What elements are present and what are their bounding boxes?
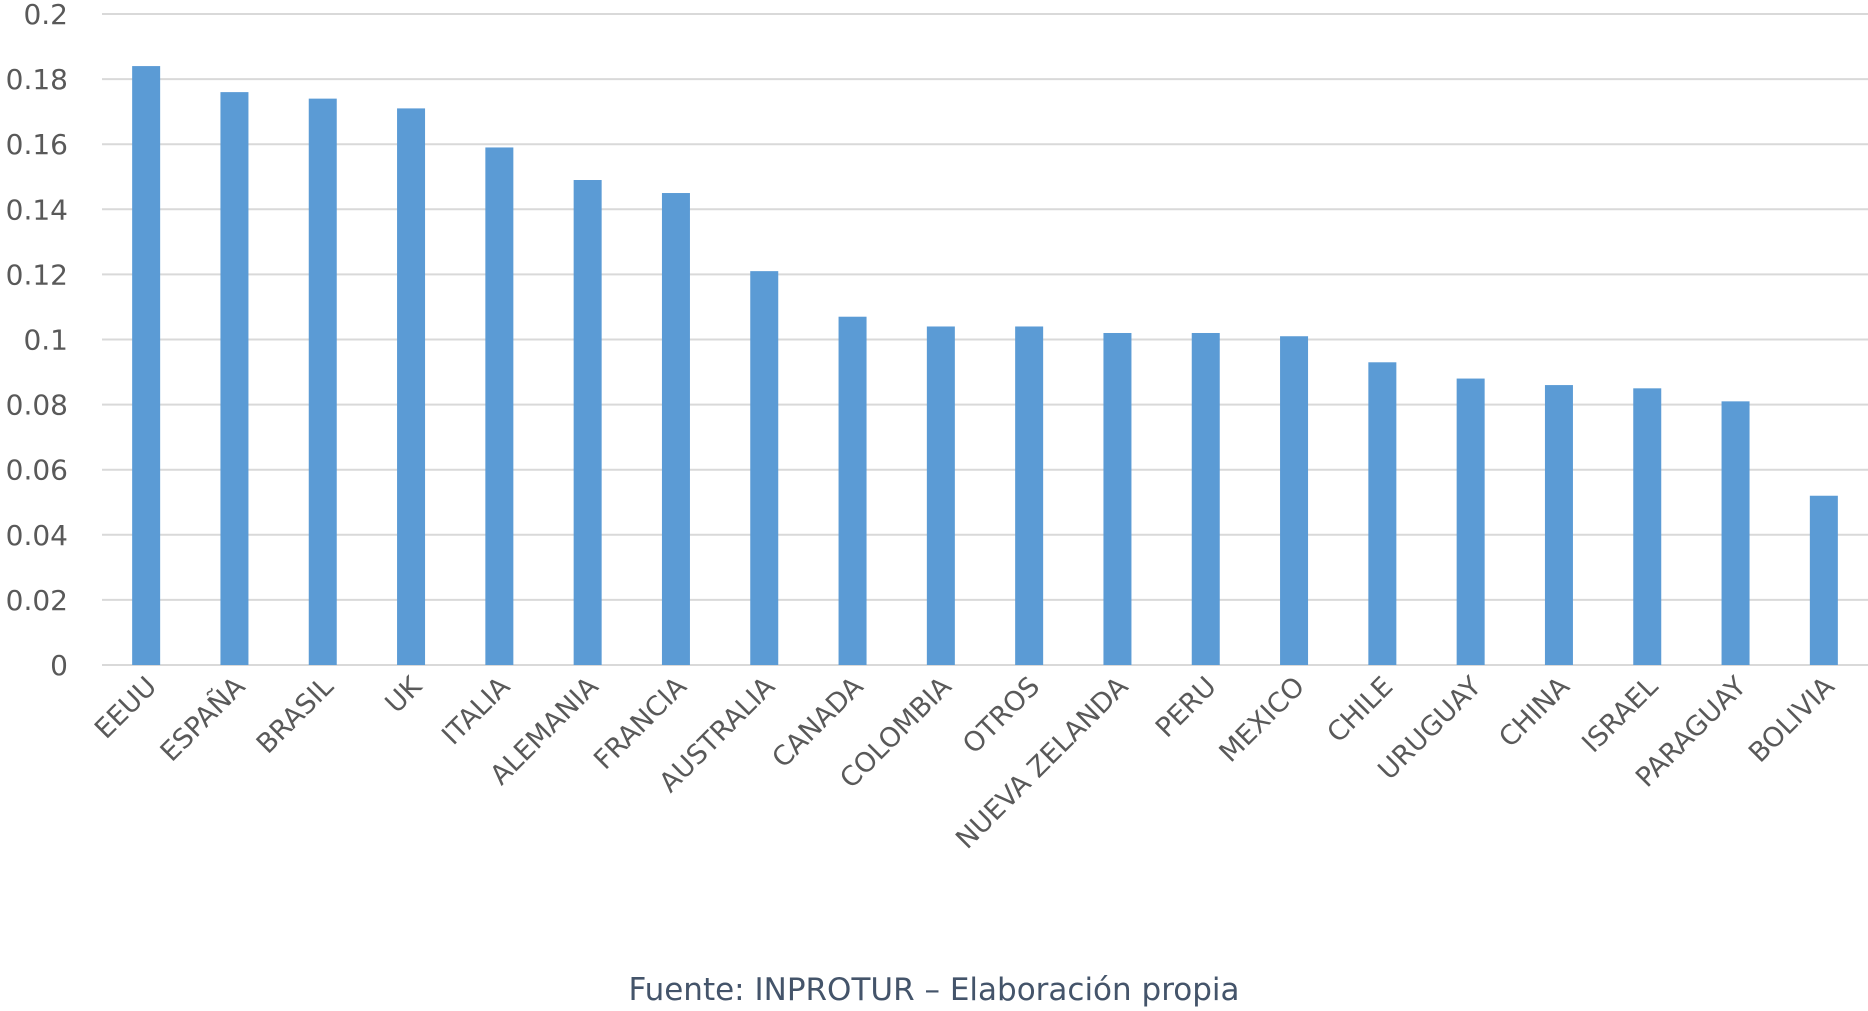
y-tick-label: 0.18 (6, 63, 68, 96)
bar-otros (1015, 326, 1044, 665)
y-tick-label: 0.14 (6, 193, 68, 226)
bar-uruguay (1456, 378, 1485, 665)
x-category-label: BRASIL (251, 671, 340, 760)
x-category-label: OTROS (957, 671, 1046, 760)
bar-francia (661, 193, 690, 665)
x-category-label: PERU (1150, 671, 1223, 744)
bar-eeuu (132, 66, 161, 665)
bar-brasil (308, 98, 337, 665)
y-tick-label: 0.12 (6, 258, 68, 291)
bar-uk (397, 108, 426, 665)
bar-israel (1633, 388, 1662, 665)
x-category-label: CHINA (1493, 671, 1576, 754)
x-category-label: ITALIA (436, 671, 516, 751)
x-category-label: ESPAÑA (154, 670, 252, 768)
bar-paraguay (1721, 401, 1750, 665)
bar-españa (220, 92, 249, 666)
bar-colombia (926, 326, 955, 665)
x-category-label: MEXICO (1213, 671, 1311, 769)
bar-bolivia (1809, 495, 1838, 665)
bar-australia (750, 271, 779, 665)
x-category-label: NUEVA ZELANDA (950, 671, 1135, 856)
bars (132, 66, 1838, 666)
y-tick-label: 0.02 (6, 584, 68, 617)
y-tick-label: 0 (50, 649, 68, 682)
bar-chile (1368, 362, 1397, 665)
y-tick-label: 0.2 (23, 0, 68, 31)
x-category-label: UK (380, 670, 429, 719)
y-tick-label: 0.1 (23, 324, 68, 357)
bar-mexico (1280, 336, 1309, 665)
bar-peru (1191, 332, 1220, 665)
bar-canada (838, 316, 867, 665)
bar-china (1544, 385, 1573, 665)
x-category-label: CHILE (1321, 671, 1399, 749)
bar-alemania (573, 180, 602, 665)
y-tick-label: 0.06 (6, 454, 68, 487)
bar-nueva-zelanda (1103, 332, 1132, 665)
x-category-label: BOLIVIA (1743, 671, 1841, 769)
y-tick-label: 0.08 (6, 389, 68, 422)
x-category-label: EEUU (89, 671, 163, 745)
y-axis-tick-labels: 0 0.02 0.04 0.06 0.08 0.1 0.12 0.14 0.16 0.18 0.2 (6, 0, 68, 682)
bar-italia (485, 147, 514, 665)
source-note: Fuente: INPROTUR – Elaboración propia (628, 972, 1240, 1008)
gridlines (102, 13, 1868, 666)
y-tick-label: 0.04 (6, 519, 68, 552)
y-tick-label: 0.16 (6, 128, 68, 161)
x-category-label: ISRAEL (1576, 671, 1664, 759)
